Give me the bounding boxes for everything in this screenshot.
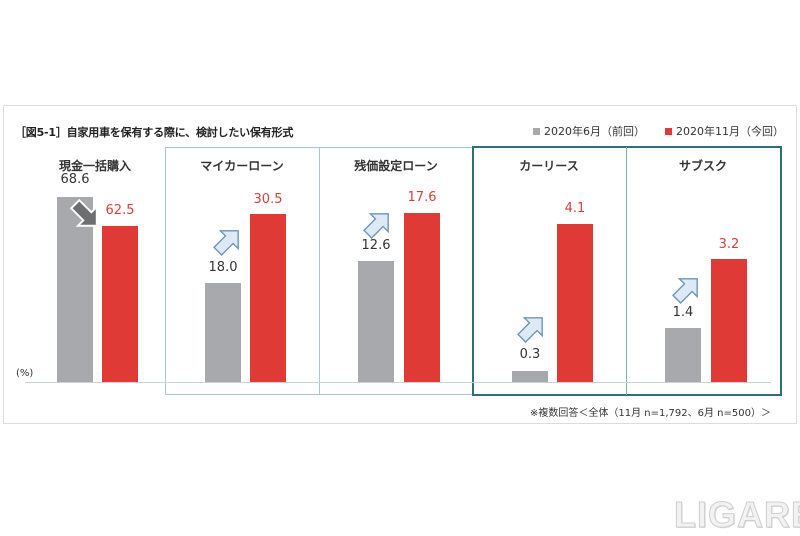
panel-box-lease-subscription <box>472 146 782 396</box>
arrow-up-right-icon <box>363 213 389 239</box>
value-label-car-lease-prev: 0.3 <box>519 347 541 362</box>
value-label-car-lease-curr: 4.1 <box>564 201 586 216</box>
category-label-car-lease: カーリース <box>519 159 579 173</box>
bar-residual-loan-prev <box>358 261 394 382</box>
chart-frame <box>3 105 797 424</box>
arrow-up-right-icon <box>517 317 543 343</box>
category-label-mycar-loan: マイカーローン <box>200 159 284 173</box>
bar-cash-prev <box>57 197 93 382</box>
footnote: ※複数回答＜全体（11月 n=1,792、6月 n=500）＞ <box>530 408 771 419</box>
category-label-cash: 現金一括購入 <box>58 159 132 173</box>
legend-item-prev: 2020年6月（前回） <box>533 123 645 139</box>
value-label-residual-loan-curr: 17.6 <box>407 190 437 205</box>
value-label-mycar-loan-curr: 30.5 <box>253 192 283 207</box>
bar-subscription-curr <box>711 259 747 382</box>
arrow-up-right-icon <box>213 230 239 256</box>
value-label-cash-curr: 62.5 <box>105 203 135 218</box>
value-label-subscription-curr: 3.2 <box>718 237 740 252</box>
arrow-up-right-icon <box>672 278 698 304</box>
legend-swatch-red-icon <box>665 127 672 135</box>
chart-title: ［図5-1］自家用車を保有する際に、検討したい保有形式 <box>15 126 294 139</box>
bar-car-lease-curr <box>557 224 593 382</box>
panel-box-residual-loan <box>319 147 473 395</box>
legend-item-curr: 2020年11月（今回） <box>665 123 784 139</box>
bar-car-lease-prev <box>512 371 548 382</box>
legend-label-prev: 2020年6月（前回） <box>544 125 645 138</box>
bar-subscription-prev <box>665 328 701 382</box>
category-label-residual-loan: 残価設定ローン <box>354 159 438 173</box>
unit-label: (%) <box>16 368 34 379</box>
bar-mycar-loan-curr <box>250 214 286 382</box>
arrow-down-right-icon <box>69 198 98 227</box>
watermark-logo: LIGARE <box>673 494 800 536</box>
bar-residual-loan-curr <box>404 213 440 382</box>
legend-swatch-gray-icon <box>533 127 540 135</box>
legend-label-curr: 2020年11月（今回） <box>676 125 784 138</box>
panel-box-mycar-loan <box>165 147 320 395</box>
bar-cash-curr <box>102 226 138 382</box>
category-label-subscription: サブスク <box>678 159 728 173</box>
value-label-cash-prev: 68.6 <box>60 172 90 187</box>
value-label-mycar-loan-prev: 18.0 <box>208 260 238 275</box>
x-axis-baseline <box>25 382 771 383</box>
value-label-subscription-prev: 1.4 <box>672 305 694 320</box>
panel-divider <box>626 147 627 395</box>
bar-mycar-loan-prev <box>205 283 241 382</box>
value-label-residual-loan-prev: 12.6 <box>361 238 391 253</box>
